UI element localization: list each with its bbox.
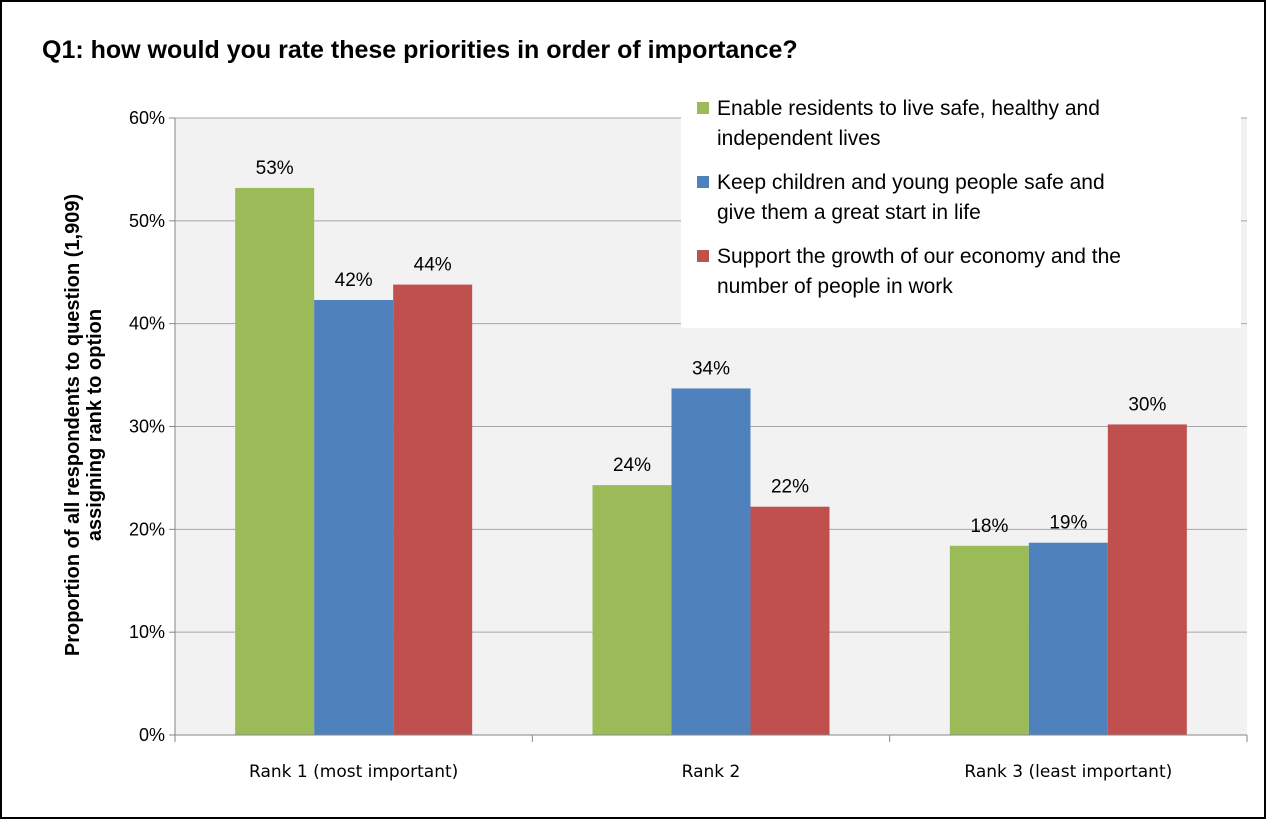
data-label: 19% [1049,513,1087,534]
legend-label-line-2: give them a great start in life [717,201,981,224]
y-tick-label: 40% [129,314,165,334]
legend-label-line-1: Support the growth of our economy and th… [717,245,1121,268]
legend-label-line-1: Keep children and young people safe and [717,171,1105,194]
legend-item-support-growth: Support the growth of our economy and th… [697,242,1241,302]
data-label: 18% [970,516,1008,537]
data-label: 44% [414,255,452,276]
y-tick-label: 50% [129,211,165,231]
y-tick-label: 10% [129,622,165,642]
data-label: 53% [256,158,294,179]
data-label: 30% [1128,394,1166,415]
data-label: 24% [613,455,651,476]
legend-item-enable-residents: Enable residents to live safe, healthy a… [697,94,1241,154]
y-tick-label: 20% [129,519,165,539]
bar [750,506,830,735]
legend-label-line-1: Enable residents to live safe, healthy a… [717,97,1100,120]
data-label: 34% [692,358,730,379]
bar [393,284,473,735]
bar [671,388,751,735]
x-category-label: Rank 2 [682,762,741,782]
legend-item-keep-children: Keep children and young people safe and … [697,168,1241,228]
data-label: 42% [335,270,373,291]
y-tick-label: 60% [129,108,165,128]
bar [949,545,1029,735]
bar [235,187,315,736]
chart-title: Q1: how would you rate these priorities … [42,36,798,64]
legend-swatch-blue [697,176,709,188]
bar [314,300,394,735]
y-tick-label: 30% [129,417,165,437]
legend-swatch-green [697,102,709,114]
bar [1107,424,1187,735]
x-category-label: Rank 1 (most important) [249,762,458,782]
data-label: 22% [771,477,809,498]
legend-swatch-red [697,250,709,262]
bar [1028,542,1108,735]
legend: Enable residents to live safe, healthy a… [681,90,1241,328]
legend-label-line-2: independent lives [717,127,881,150]
y-tick-label: 0% [139,725,165,745]
legend-label-line-2: number of people in work [717,275,953,298]
bar [592,485,672,735]
x-category-label: Rank 3 (least important) [964,762,1172,782]
